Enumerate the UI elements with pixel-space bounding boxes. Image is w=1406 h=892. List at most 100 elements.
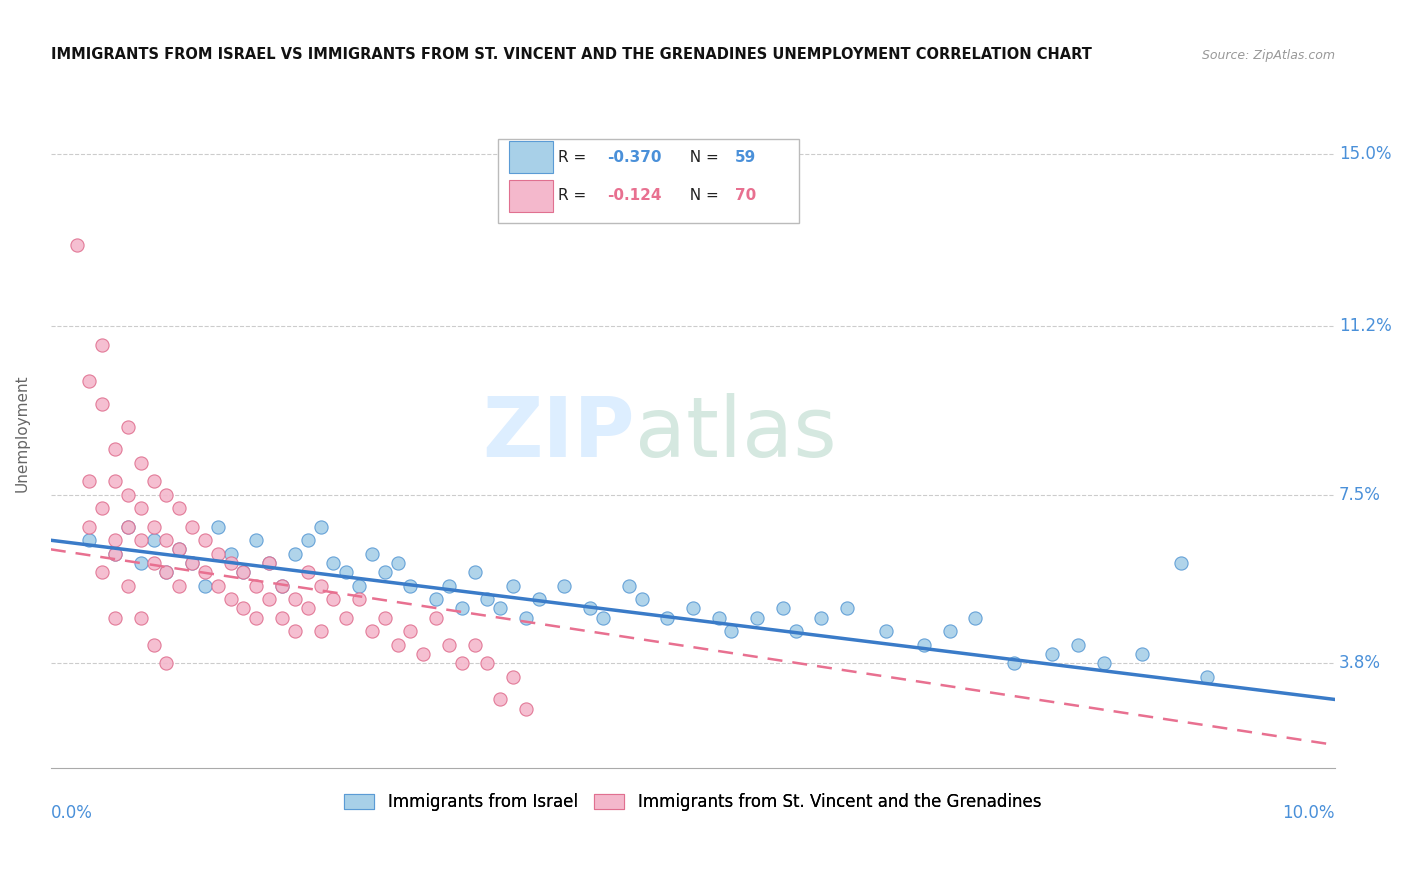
Text: 0.0%: 0.0% — [51, 805, 93, 822]
Text: Source: ZipAtlas.com: Source: ZipAtlas.com — [1202, 49, 1334, 62]
FancyBboxPatch shape — [509, 180, 553, 212]
Point — [181, 519, 204, 533]
Point — [965, 610, 987, 624]
Point — [194, 533, 217, 548]
Point — [219, 592, 242, 607]
Point — [155, 565, 177, 579]
Point — [875, 624, 897, 639]
Point — [617, 579, 640, 593]
Point — [309, 519, 332, 533]
Point — [553, 579, 575, 593]
Point — [450, 656, 472, 670]
Point — [297, 601, 319, 615]
Point — [835, 601, 858, 615]
Text: N =: N = — [681, 188, 724, 203]
Point — [1002, 656, 1025, 670]
Point — [322, 592, 344, 607]
Point — [489, 692, 512, 706]
FancyBboxPatch shape — [498, 139, 800, 223]
Point — [1195, 670, 1218, 684]
Point — [707, 610, 730, 624]
Text: -0.124: -0.124 — [607, 188, 661, 203]
Point — [104, 547, 127, 561]
Point — [91, 337, 114, 351]
Point — [938, 624, 960, 639]
Point — [117, 519, 139, 533]
Point — [399, 624, 422, 639]
Point — [785, 624, 807, 639]
Text: R =: R = — [558, 150, 591, 165]
Point — [129, 456, 152, 470]
Point — [309, 624, 332, 639]
Point — [1130, 647, 1153, 661]
Point — [374, 610, 396, 624]
Point — [117, 579, 139, 593]
Point — [117, 488, 139, 502]
Point — [257, 556, 280, 570]
Point — [810, 610, 832, 624]
Point — [335, 610, 357, 624]
Point — [167, 579, 190, 593]
Y-axis label: Unemployment: Unemployment — [15, 375, 30, 492]
Point — [912, 638, 935, 652]
Point — [502, 579, 524, 593]
Point — [167, 542, 190, 557]
Point — [322, 556, 344, 570]
Point — [104, 533, 127, 548]
Point — [464, 638, 486, 652]
Point — [155, 656, 177, 670]
Point — [360, 547, 382, 561]
Text: 59: 59 — [735, 150, 756, 165]
Text: R =: R = — [558, 188, 591, 203]
Point — [387, 638, 409, 652]
Point — [720, 624, 742, 639]
Point — [1092, 656, 1115, 670]
Point — [207, 547, 229, 561]
Point — [142, 519, 165, 533]
Point — [91, 501, 114, 516]
Point — [167, 501, 190, 516]
Point — [219, 556, 242, 570]
Point — [477, 592, 499, 607]
Point — [207, 579, 229, 593]
Point — [425, 592, 447, 607]
Point — [682, 601, 704, 615]
Point — [232, 565, 254, 579]
Point — [117, 419, 139, 434]
Text: 15.0%: 15.0% — [1339, 145, 1392, 162]
Text: ZIP: ZIP — [482, 392, 636, 474]
Point — [579, 601, 602, 615]
Point — [79, 519, 101, 533]
Point — [745, 610, 768, 624]
Point — [437, 579, 460, 593]
Point — [335, 565, 357, 579]
Point — [257, 592, 280, 607]
Point — [142, 638, 165, 652]
Point — [630, 592, 652, 607]
Point — [129, 610, 152, 624]
Point — [297, 565, 319, 579]
Point — [464, 565, 486, 579]
Point — [104, 547, 127, 561]
Point — [1067, 638, 1090, 652]
Point — [91, 397, 114, 411]
Point — [155, 565, 177, 579]
Point — [91, 565, 114, 579]
Point — [271, 579, 294, 593]
Point — [219, 547, 242, 561]
Text: IMMIGRANTS FROM ISRAEL VS IMMIGRANTS FROM ST. VINCENT AND THE GRENADINES UNEMPLO: IMMIGRANTS FROM ISRAEL VS IMMIGRANTS FRO… — [51, 47, 1091, 62]
Text: -0.370: -0.370 — [607, 150, 661, 165]
Point — [232, 565, 254, 579]
Point — [245, 533, 267, 548]
Point — [412, 647, 434, 661]
Point — [360, 624, 382, 639]
Point — [387, 556, 409, 570]
Point — [374, 565, 396, 579]
Point — [657, 610, 679, 624]
Point — [527, 592, 550, 607]
Legend: Immigrants from Israel, Immigrants from St. Vincent and the Grenadines: Immigrants from Israel, Immigrants from … — [339, 789, 1046, 816]
Point — [425, 610, 447, 624]
Point — [271, 579, 294, 593]
Point — [181, 556, 204, 570]
Point — [284, 547, 307, 561]
